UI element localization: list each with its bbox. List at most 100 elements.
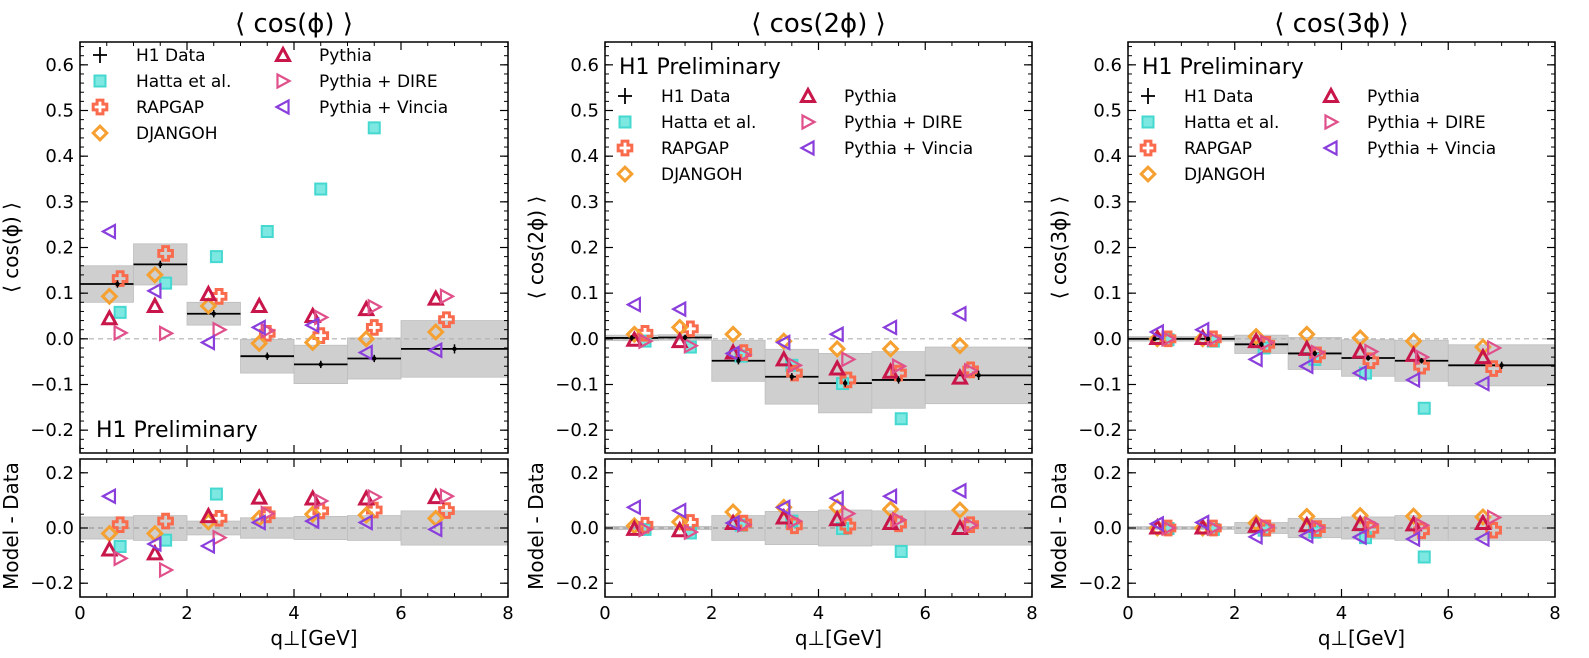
ratio-xtick-label: 4 [813, 603, 824, 624]
ratio-marker-pythia-vincia [1247, 528, 1263, 546]
marker-pythia-dire [212, 321, 228, 339]
legend-label: Hatta et al. [661, 113, 756, 133]
ratio-marker-pythia [100, 539, 119, 557]
main-plot: −0.2 −0.1 0.0 0.1 0.2 0.3 0.4 0.5 0.6 [555, 41, 1033, 454]
marker-pythia-dire [1364, 343, 1380, 360]
ratio-marker-pythia-vincia [1474, 530, 1490, 548]
x-axis-label: q⊥[GeV] [795, 626, 882, 650]
legend-label: Pythia [319, 46, 372, 66]
data-point [1365, 355, 1371, 361]
legend-item: Pythia + DIRE [1324, 113, 1486, 133]
chart-title: ⟨ cos(ϕ) ⟩ [235, 9, 353, 39]
legend-marker [1141, 88, 1155, 104]
ratio-marker-pythia-vincia [774, 498, 791, 516]
ratio-ytick-label: 0.2 [45, 463, 74, 484]
ratio-marker-pythia-dire [1260, 518, 1276, 535]
ratio-marker-pythia [199, 506, 218, 524]
marker-pythia-dire [841, 351, 857, 368]
ratio-marker-pythia [1148, 517, 1167, 535]
ratio-marker-pythia-dire [1486, 509, 1503, 526]
main-ytick-label: 0.3 [45, 192, 74, 213]
ratio-marker-pythia-vincia [1148, 515, 1164, 533]
marker-pythia-dire [158, 325, 175, 342]
ratio-ytick-label: 0.0 [570, 518, 599, 539]
ratio-marker-pythia-vincia [951, 482, 967, 500]
legend-marker [273, 45, 293, 63]
ratio-marker-pythia-dire [638, 521, 654, 538]
marker-hatta-et-al--inner [369, 123, 379, 133]
legend-item: Pythia + Vincia [274, 98, 448, 118]
data-point [736, 358, 741, 363]
ratio-marker-pythia-dire [367, 488, 384, 506]
marker-pythia-vincia [670, 300, 687, 318]
marker-djangoh [145, 265, 164, 284]
ratio-ytick-label: −0.2 [1078, 573, 1122, 594]
legend-marker [274, 98, 290, 116]
legend-marker-inner [1143, 117, 1153, 127]
marker-rapgap [111, 270, 129, 287]
ratio-marker-pythia-dire [963, 516, 980, 534]
ratio-marker-pythia [1351, 514, 1370, 532]
legend-label: H1 Data [136, 46, 206, 66]
marker-pythia [774, 349, 793, 367]
ratio-marker-djangoh [950, 501, 969, 520]
legend-marker [799, 139, 815, 157]
legend-marker [91, 98, 109, 116]
ratio-marker-hatta-et-al--inner [211, 489, 221, 499]
data-point [452, 346, 457, 352]
main-ytick-label: 0.2 [45, 238, 74, 259]
legend-label: Pythia [1367, 87, 1420, 107]
ratio-marker-pythia-vincia [670, 502, 687, 519]
marker-pythia-vincia [303, 316, 320, 334]
marker-pythia-vincia [199, 334, 216, 351]
ratio-marker-pythia [1247, 516, 1266, 533]
data-point [115, 281, 120, 287]
ratio-marker-pythia [1297, 515, 1316, 533]
ratio-marker-hatta-et-al--inner [1208, 524, 1218, 534]
main-ytick-label: 0.6 [45, 55, 74, 76]
marker-pythia [1247, 331, 1266, 349]
ratio-xtick-label: 6 [1443, 603, 1454, 624]
ratio-marker-hatta-et-al--inner [1163, 524, 1173, 534]
y-axis-label: ⟨ cos(ϕ) ⟩ [0, 202, 23, 293]
ratio-xtick-label: 8 [502, 603, 513, 624]
main-ytick-label: 0.0 [1093, 329, 1122, 350]
ratio-xtick-label: 2 [1229, 603, 1240, 624]
legend-label: DJANGOH [1184, 165, 1266, 185]
main-ytick-label: 0.0 [570, 329, 599, 350]
main-ytick-label: 0.5 [1093, 101, 1122, 122]
ratio-marker-pythia-dire [212, 529, 228, 547]
legend: H1 Data Hatta et al. RAPGAP DJANGOH Pythia Py… [1139, 86, 1496, 185]
ratio-marker-pythia-vincia [1297, 527, 1314, 545]
ratio-marker-djangoh [357, 506, 376, 524]
ratio-marker-pythia [303, 488, 322, 506]
ratio-marker-pythia-dire [891, 511, 908, 529]
legend-marker [618, 88, 632, 104]
marker-pythia-vincia [426, 341, 443, 359]
ratio-xtick-label: 8 [1549, 603, 1560, 624]
main-ytick-label: 0.6 [1093, 55, 1122, 76]
ratio-sys-band [347, 515, 402, 541]
marker-pythia [250, 296, 269, 313]
ratio-marker-rapgap [839, 517, 857, 535]
marker-pythia-dire [367, 298, 384, 316]
main-ytick-label: 0.2 [570, 238, 599, 259]
legend-label: DJANGOH [661, 165, 743, 185]
legend: H1 Data Hatta et al. RAPGAP DJANGOH Pythia Py… [616, 86, 973, 185]
main-ytick-label: −0.1 [1078, 375, 1122, 396]
main-ytick-label: −0.2 [1078, 420, 1122, 441]
ratio-marker-pythia-vincia [146, 535, 162, 553]
ratio-marker-pythia-dire [1310, 519, 1327, 536]
legend-marker [801, 113, 817, 131]
ratio-xtick-label: 0 [599, 603, 610, 624]
marker-pythia-vincia [1297, 357, 1314, 375]
chart-title: ⟨ cos(3ϕ) ⟩ [1274, 9, 1409, 39]
marker-pythia [1193, 328, 1212, 345]
legend-label: Pythia + DIRE [319, 72, 438, 92]
marker-pythia [828, 358, 847, 376]
chart-panel-1: −0.2 −0.1 0.0 0.1 0.2 0.3 0.4 0.5 0.6 ⟨ cos(ϕ) ⟩ ⟨… [0, 9, 514, 650]
marker-djangoh [828, 339, 847, 358]
ratio-marker-pythia-vincia [250, 514, 266, 531]
marker-hatta-et-al--inner [896, 414, 906, 424]
ratio-marker-pythia [426, 487, 445, 505]
